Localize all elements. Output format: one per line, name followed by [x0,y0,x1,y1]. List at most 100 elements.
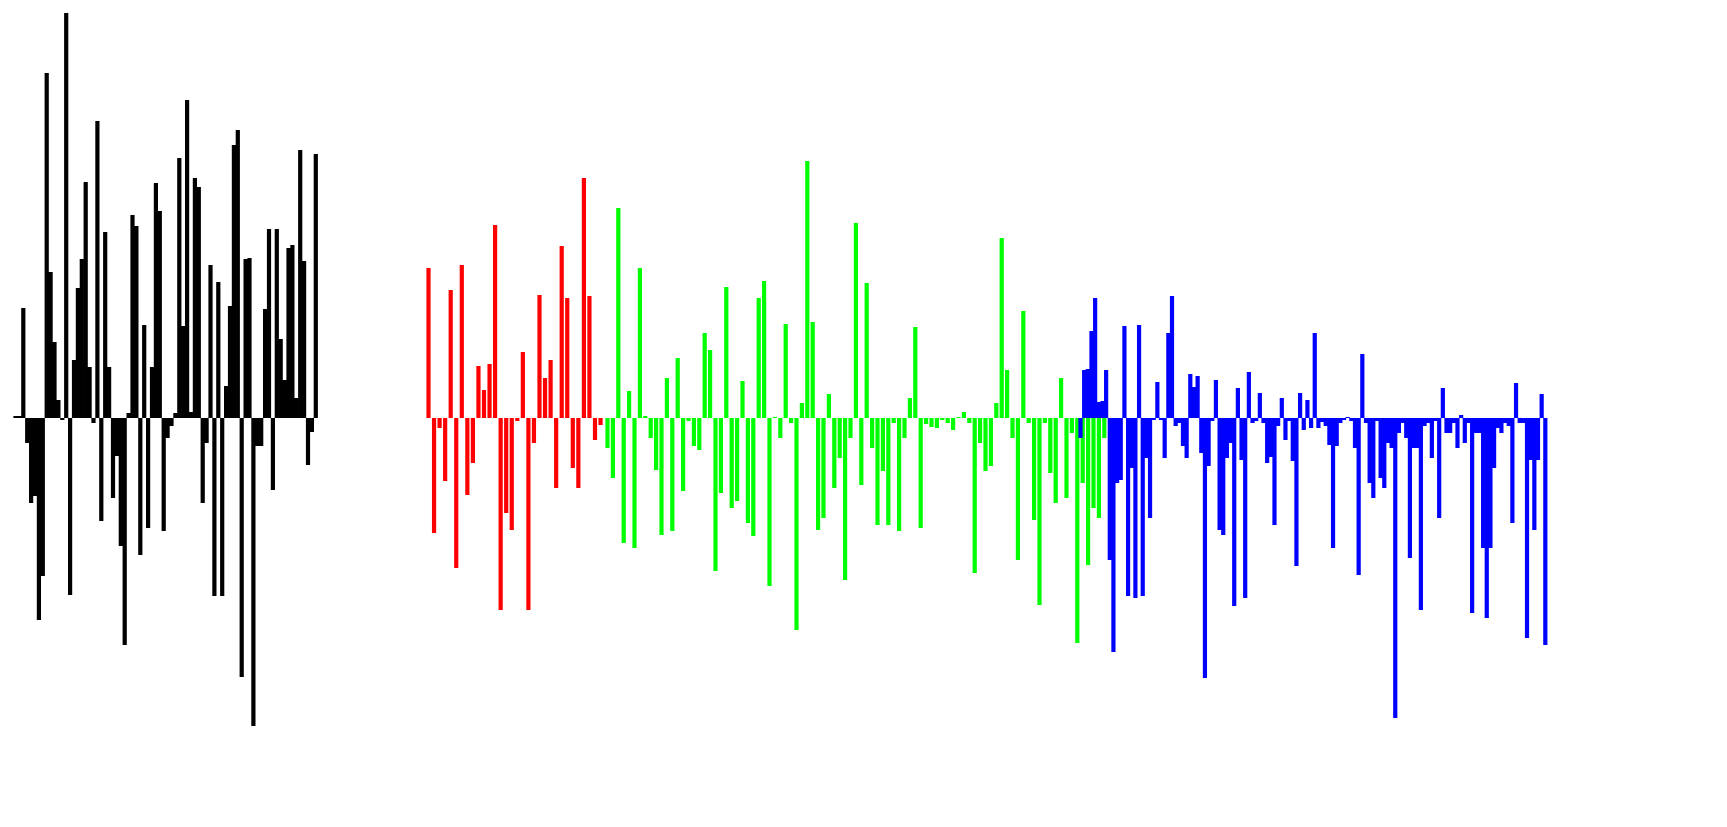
bar-series-2-7 [465,418,470,495]
bar-series-2-3 [443,418,448,481]
bar-series-3-74 [1005,370,1010,418]
bar-series-1-40 [169,418,174,426]
bar-series-1-61 [251,418,256,726]
bar-series-1-2 [21,308,26,418]
bar-series-3-80 [1037,418,1042,605]
bar-series-4-57 [1287,418,1292,421]
bar-series-4-61 [1301,418,1306,430]
bar-series-3-81 [1042,418,1047,423]
bar-series-4-90 [1407,418,1412,558]
bar-series-4-29 [1184,418,1189,458]
bar-series-2-29 [587,296,592,418]
bar-series-4-7 [1104,370,1109,418]
bar-series-1-8 [44,73,49,418]
bar-series-1-73 [298,150,303,418]
bar-series-4-3 [1089,331,1094,418]
bar-series-4-68 [1327,418,1332,445]
bar-series-4-13 [1125,418,1131,596]
bar-series-1-19 [87,367,92,418]
bar-series-3-4 [627,391,632,418]
bar-series-4-72 [1341,418,1347,420]
bar-series-4-87 [1396,418,1402,433]
bar-series-3-51 [880,418,885,471]
bar-series-4-100 [1444,418,1449,433]
bar-series-4-109 [1477,418,1482,433]
bar-series-4-22 [1158,418,1164,420]
bar-series-3-44 [843,418,848,580]
bar-series-3-61 [934,418,939,428]
bar-series-1-22 [99,418,104,521]
bar-series-4-36 [1210,418,1215,421]
bar-series-3-89 [1086,418,1091,565]
bar-series-4-77 [1360,354,1365,418]
bar-series-4-114 [1495,418,1500,428]
bar-series-1-58 [239,418,244,677]
bar-series-1-56 [231,145,236,418]
bar-series-4-20 [1151,418,1156,420]
bar-series-4-45 [1243,418,1248,598]
bar-series-3-62 [940,418,945,420]
bar-series-4-107 [1470,418,1475,613]
bar-series-4-74 [1349,418,1354,421]
bar-series-3-30 [767,418,772,586]
bar-series-1-42 [177,158,182,418]
bar-series-4-70 [1334,418,1339,446]
bar-series-4-47 [1250,418,1255,423]
bar-series-2-17 [520,352,525,418]
bar-series-4-103 [1455,418,1460,448]
bar-series-3-76 [1015,418,1020,560]
bar-series-3-46 [853,223,858,418]
bar-series-4-25 [1169,296,1175,418]
bar-series-4-106 [1466,418,1471,423]
bar-series-4-71 [1338,418,1343,423]
bar-series-3-77 [1021,311,1026,418]
bar-series-3-87 [1075,418,1080,643]
bar-series-1-34 [146,418,151,528]
bar-series-3-85 [1064,418,1069,498]
bar-series-4-58 [1290,418,1295,461]
bar-series-4-54 [1276,418,1281,426]
bar-series-1-26 [114,418,119,456]
bar-series-3-2 [616,208,621,418]
bar-series-4-60 [1298,393,1303,418]
bar-series-3-82 [1048,418,1053,473]
bar-series-4-43 [1235,388,1240,418]
bar-series-1-32 [138,418,143,555]
bar-series-2-13 [498,418,503,610]
bar-series-1-5 [32,418,38,496]
bar-series-2-1 [431,418,437,533]
bar-series-1-18 [83,182,88,418]
bar-series-3-34 [789,418,794,423]
bar-series-4-40 [1224,418,1229,458]
bar-series-1-53 [220,418,225,596]
bar-series-1-67 [274,229,279,418]
bar-series-4-120 [1517,418,1522,423]
bar-series-3-1 [610,418,615,478]
bar-series-3-43 [837,418,842,458]
bar-series-4-89 [1404,418,1409,438]
bar-series-1-65 [266,229,272,418]
bar-series-4-5 [1096,402,1101,418]
bar-series-1-0 [13,416,18,418]
bar-series-1-63 [259,418,264,446]
bar-series-2-31 [598,418,603,425]
bar-series-2-10 [481,390,487,418]
bar-series-1-52 [216,282,221,418]
bar-series-4-17 [1140,418,1145,596]
bar-series-3-35 [794,418,799,630]
bar-series-3-42 [832,418,837,488]
bar-series-3-19 [708,350,713,418]
bar-series-4-104 [1459,415,1464,418]
bar-series-2-21 [542,378,548,418]
bar-series-4-113 [1491,418,1497,468]
bar-series-4-10 [1115,418,1120,483]
bar-series-3-23 [729,418,734,508]
bar-series-1-11 [56,400,61,418]
bar-series-1-59 [243,259,248,418]
bar-series-3-50 [875,418,880,525]
bar-series-4-96 [1429,418,1434,458]
bar-series-3-79 [1032,418,1037,520]
bar-series-1-35 [149,367,155,418]
bar-series-3-78 [1026,418,1031,423]
bar-series-4-59 [1294,418,1299,566]
